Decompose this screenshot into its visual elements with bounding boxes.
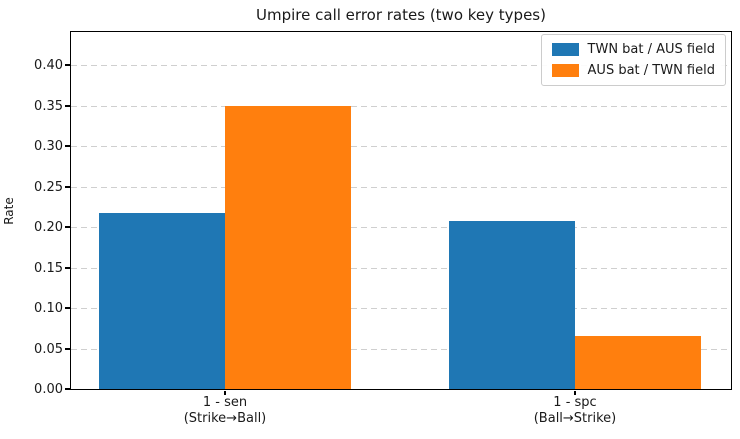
x-tick-mark xyxy=(574,391,576,395)
plot-area: TWN bat / AUS field AUS bat / TWN field xyxy=(70,31,732,390)
y-tick-label: 0.20 xyxy=(34,220,63,236)
gridline xyxy=(71,105,731,107)
legend-row: TWN bat / AUS field xyxy=(551,42,715,57)
y-tick-mark xyxy=(65,185,70,188)
y-tick-mark xyxy=(65,145,70,148)
y-tick-label: 0.25 xyxy=(34,179,63,195)
x-tick-label-line1: 1 - sen xyxy=(202,395,248,410)
x-tick-label-line2: (Ball→Strike) xyxy=(533,411,617,426)
y-tick-label: 0.10 xyxy=(34,301,63,317)
y-tick-mark xyxy=(65,347,70,350)
gridline xyxy=(71,65,731,67)
gridline xyxy=(71,186,731,188)
y-axis-label: Rate xyxy=(2,197,16,225)
y-tick-mark xyxy=(65,388,70,390)
y-tick-mark xyxy=(65,104,70,107)
y-tick-label: 0.05 xyxy=(34,341,63,357)
bar xyxy=(225,105,351,389)
legend: TWN bat / AUS field AUS bat / TWN field xyxy=(540,34,726,86)
y-tick-label: 0.15 xyxy=(34,260,63,276)
x-tick-label-line2: (Strike→Ball) xyxy=(183,411,267,426)
y-tick-label: 0.35 xyxy=(34,98,63,114)
y-tick-mark xyxy=(65,226,70,229)
legend-swatch xyxy=(551,64,579,77)
gridline xyxy=(71,348,731,350)
bar xyxy=(99,212,225,389)
y-tick-mark xyxy=(65,307,70,310)
x-tick-label: 1 - spc (Ball→Strike) xyxy=(475,395,675,427)
gridline xyxy=(71,146,731,148)
gridline xyxy=(71,267,731,269)
bar xyxy=(575,336,701,389)
y-tick-label: 0.30 xyxy=(34,139,63,155)
y-tick-mark xyxy=(65,64,70,67)
legend-label: TWN bat / AUS field xyxy=(587,42,715,57)
x-tick-mark xyxy=(224,391,226,395)
chart-title: Umpire call error rates (two key types) xyxy=(256,6,546,24)
legend-label: AUS bat / TWN field xyxy=(587,63,715,78)
x-tick-label: 1 - sen (Strike→Ball) xyxy=(125,395,325,427)
y-tick-label: 0.00 xyxy=(34,382,63,397)
y-tick-label: 0.40 xyxy=(34,58,63,74)
bar xyxy=(449,220,575,389)
y-tick-mark xyxy=(65,266,70,269)
legend-row: AUS bat / TWN field xyxy=(551,63,715,78)
gridline xyxy=(71,308,731,310)
legend-swatch xyxy=(551,43,579,56)
x-tick-label-line1: 1 - spc xyxy=(553,395,597,410)
gridline xyxy=(71,227,731,229)
